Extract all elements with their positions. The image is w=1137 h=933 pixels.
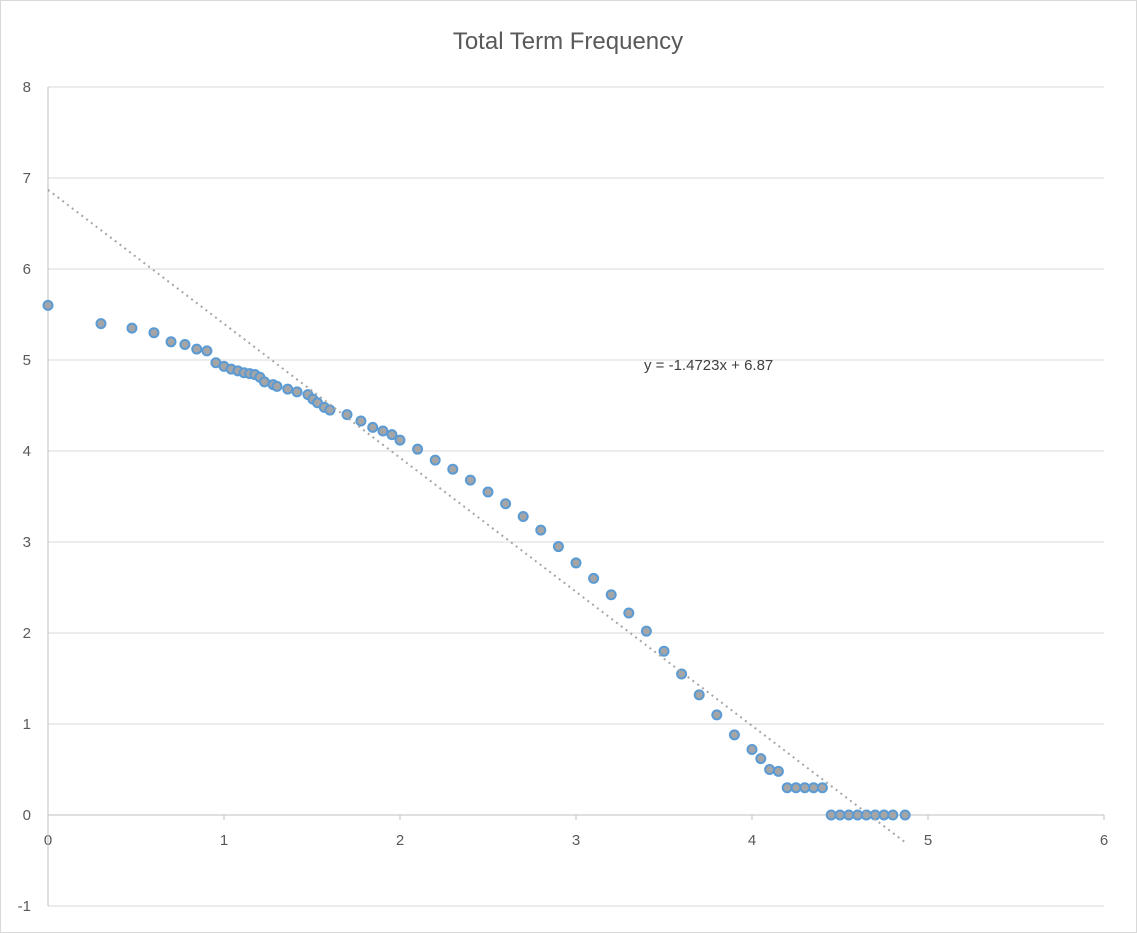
data-point — [869, 809, 881, 821]
data-point — [728, 729, 740, 741]
x-tick-label: 4 — [748, 832, 756, 849]
y-axis-ticks: 8 7 6 5 4 3 2 1 0 -1 — [18, 79, 31, 915]
data-point — [517, 511, 529, 523]
data-point — [570, 557, 582, 569]
y-tick-label: 0 — [23, 807, 31, 824]
data-point — [711, 709, 723, 721]
data-point — [324, 404, 336, 416]
data-point — [552, 541, 564, 553]
data-point — [588, 572, 600, 584]
data-point — [693, 689, 705, 701]
x-tick-label: 1 — [220, 832, 228, 849]
x-tick-label: 6 — [1100, 832, 1108, 849]
data-point — [500, 498, 512, 510]
data-points — [42, 299, 911, 821]
data-point — [878, 809, 890, 821]
data-point — [148, 327, 160, 339]
chart-title: Total Term Frequency — [453, 28, 683, 55]
data-point — [825, 809, 837, 821]
data-point — [447, 463, 459, 475]
data-point — [816, 782, 828, 794]
data-point — [482, 486, 494, 498]
data-point — [394, 434, 406, 446]
data-point — [191, 343, 203, 355]
data-point — [746, 743, 758, 755]
data-point — [658, 645, 670, 657]
data-point — [772, 765, 784, 777]
data-point — [790, 782, 802, 794]
data-point — [377, 425, 389, 437]
x-tick-label: 2 — [396, 832, 404, 849]
gridlines — [48, 86, 1104, 907]
y-tick-label: 3 — [23, 534, 31, 551]
data-point — [201, 345, 213, 357]
data-point — [126, 322, 138, 334]
data-point — [640, 625, 652, 637]
data-point — [755, 753, 767, 765]
data-point — [179, 339, 191, 351]
data-point — [386, 429, 398, 441]
trendline-equation: y = -1.4723x + 6.87 — [644, 357, 773, 374]
data-point — [42, 299, 54, 311]
data-point — [291, 386, 303, 398]
data-point — [781, 782, 793, 794]
data-point — [341, 409, 353, 421]
data-point — [887, 809, 899, 821]
y-tick-label: -1 — [18, 898, 31, 915]
y-tick-label: 4 — [23, 443, 31, 460]
data-point — [834, 809, 846, 821]
data-point — [808, 782, 820, 794]
data-point — [464, 474, 476, 486]
data-point — [605, 589, 617, 601]
x-tick-label: 3 — [572, 832, 580, 849]
y-tick-label: 7 — [23, 170, 31, 187]
data-point — [429, 454, 441, 466]
data-point — [412, 443, 424, 455]
data-point — [623, 607, 635, 619]
x-tick-label: 5 — [924, 832, 932, 849]
data-point — [367, 421, 379, 433]
trendline — [47, 189, 908, 845]
y-tick-label: 6 — [23, 261, 31, 278]
y-tick-label: 8 — [23, 79, 31, 96]
y-tick-label: 2 — [23, 625, 31, 642]
data-point — [799, 782, 811, 794]
data-point — [899, 809, 911, 821]
y-tick-label: 5 — [23, 352, 31, 369]
data-point — [852, 809, 864, 821]
data-point — [535, 524, 547, 536]
data-point — [271, 380, 283, 392]
data-point — [282, 383, 294, 395]
data-point — [165, 336, 177, 348]
data-point — [95, 318, 107, 330]
data-point — [764, 764, 776, 775]
y-tick-label: 1 — [23, 716, 31, 733]
data-point — [843, 809, 855, 821]
data-point — [676, 668, 688, 680]
data-point — [355, 415, 367, 427]
